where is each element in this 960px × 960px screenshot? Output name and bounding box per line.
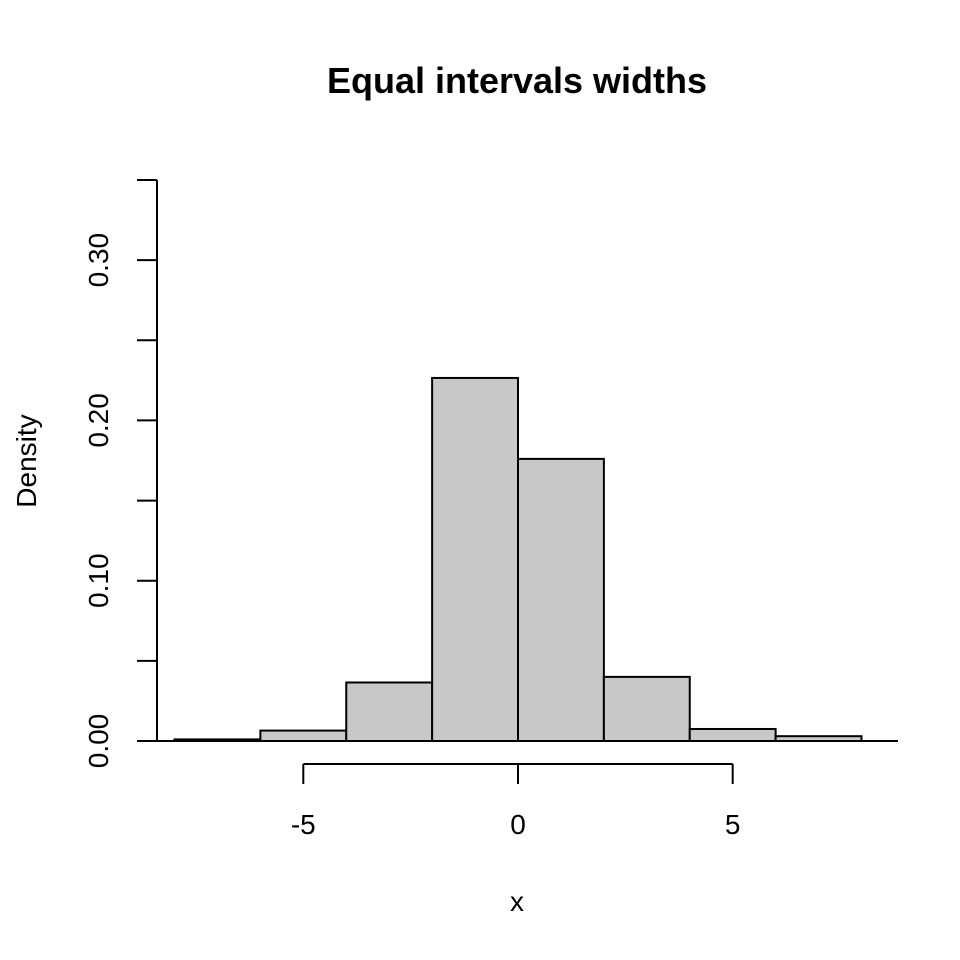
x-tick-label: -5 xyxy=(291,809,316,840)
bars-group xyxy=(173,376,863,743)
x-tick-label: 0 xyxy=(510,809,526,840)
y-axis: 0.00 0.10 0.20 0.30 xyxy=(83,179,158,769)
histogram-bar xyxy=(688,727,777,743)
y-tick-label: 0.30 xyxy=(83,233,114,288)
histogram-bar xyxy=(345,681,434,743)
y-tick-label: 0.10 xyxy=(83,553,114,608)
histogram-bar xyxy=(517,457,605,742)
x-axis: -5 0 5 xyxy=(138,740,898,840)
y-axis-label: Density xyxy=(11,414,42,507)
y-tick-label: 0.20 xyxy=(83,393,114,448)
x-axis-label: x xyxy=(510,886,524,917)
x-tick-label: 5 xyxy=(725,809,741,840)
histogram-bar xyxy=(602,675,691,743)
histogram-bar xyxy=(431,376,520,742)
y-tick-label: 0.00 xyxy=(83,714,114,769)
histogram-bar xyxy=(259,729,348,742)
chart-title: Equal intervals widths xyxy=(327,60,707,101)
